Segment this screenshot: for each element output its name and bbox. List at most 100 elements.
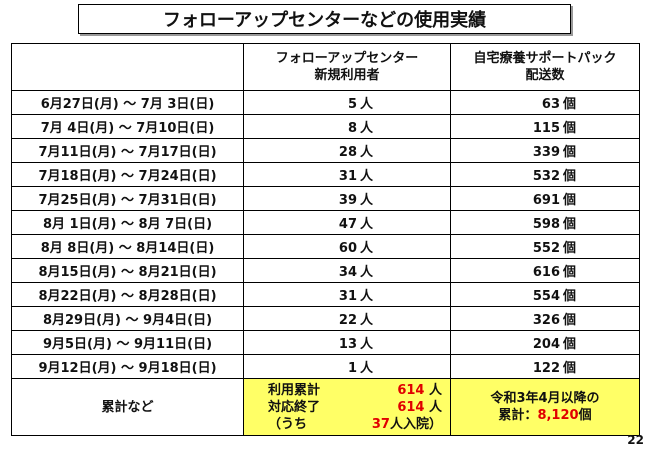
period-cell: 7月11日(月) ～ 7月17日(日): [11, 138, 244, 163]
total-packs-unit: 個: [578, 408, 592, 423]
users-value: 22: [338, 313, 357, 328]
period-cell: 9月12日(月) ～ 9月18日(日): [11, 354, 244, 379]
total-hospitalized-value: 37: [371, 416, 390, 432]
packs-value: 122: [532, 361, 560, 376]
period-cell: 8月15日(月) ～ 8月21日(日): [11, 258, 244, 283]
users-unit: 人: [360, 121, 374, 136]
packs-cell: 554 個: [450, 282, 640, 307]
total-ended-line: 対応終了 614 人: [246, 399, 448, 416]
packs-unit: 個: [563, 241, 577, 256]
packs-unit: 個: [563, 169, 577, 184]
total-packs-line1: 令和3年4月以降の: [490, 391, 600, 406]
total-packs-prefix: 累計：: [498, 408, 538, 423]
page-number: 22: [627, 433, 644, 447]
total-ended-label: 対応終了: [268, 399, 321, 415]
users-unit: 人: [360, 265, 374, 280]
packs-unit: 個: [563, 193, 577, 208]
header-period-cell: [11, 43, 244, 91]
users-value: 31: [338, 289, 357, 304]
page-title: フォローアップセンターなどの使用実績: [78, 4, 571, 34]
period-cell: 9月5日(月) ～ 9月11日(日): [11, 330, 244, 355]
total-hospitalized-unit: 人入院）: [389, 416, 442, 432]
period-cell: 6月27日(月) ～ 7月 3日(日): [11, 90, 244, 115]
users-unit: 人: [360, 337, 374, 352]
users-cell: 39 人: [243, 186, 451, 211]
packs-value: 552: [532, 241, 560, 256]
users-unit: 人: [360, 169, 374, 184]
packs-cell: 532 個: [450, 162, 640, 187]
header-packs-line2: 配送数: [525, 68, 565, 83]
users-cell: 31 人: [243, 162, 451, 187]
packs-value: 115: [532, 121, 560, 136]
packs-cell: 616 個: [450, 258, 640, 283]
users-cell: 22 人: [243, 306, 451, 331]
packs-value: 598: [532, 217, 560, 232]
packs-cell: 339 個: [450, 138, 640, 163]
period-cell: 7月 4日(月) ～ 7月10日(日): [11, 114, 244, 139]
packs-cell: 122 個: [450, 354, 640, 379]
packs-unit: 個: [563, 217, 577, 232]
period-cell: 8月 8日(月) ～ 8月14日(日): [11, 234, 244, 259]
table-total-row: 累計など 利用累計 614 人 対応終了 614 人 （うち 37人入院） 令和…: [11, 378, 640, 436]
packs-cell: 326 個: [450, 306, 640, 331]
total-cumulative-unit: 人: [428, 382, 442, 398]
packs-cell: 115 個: [450, 114, 640, 139]
packs-cell: 691 個: [450, 186, 640, 211]
total-cumulative-value: 614: [397, 382, 425, 398]
total-cumulative-line: 利用累計 614 人: [246, 382, 448, 399]
packs-cell: 552 個: [450, 234, 640, 259]
total-hospitalized-label: （うち: [268, 416, 308, 432]
total-packs-cell: 令和3年4月以降の 累計：8,120個: [450, 378, 640, 436]
packs-cell: 598 個: [450, 210, 640, 235]
users-value: 13: [338, 337, 357, 352]
users-value: 8: [347, 121, 357, 136]
total-label-cell: 累計など: [11, 378, 244, 436]
packs-value: 554: [532, 289, 560, 304]
table-row: 9月5日(月) ～ 9月11日(日) 13 人 204 個: [11, 330, 640, 355]
header-packs-line1: 自宅療養サポートパック: [473, 51, 617, 66]
header-users-line2: 新規利用者: [314, 68, 380, 83]
packs-value: 63: [541, 97, 560, 112]
packs-value: 204: [532, 337, 560, 352]
header-packs-cell: 自宅療養サポートパック 配送数: [450, 43, 640, 91]
table-row: 8月 1日(月) ～ 8月 7日(日) 47 人 598 個: [11, 210, 640, 235]
total-packs-line2: 累計：8,120個: [453, 407, 637, 424]
packs-value: 532: [532, 169, 560, 184]
total-packs-value: 8,120: [537, 408, 579, 423]
usage-table: フォローアップセンター 新規利用者 自宅療養サポートパック 配送数 6月27日(…: [11, 43, 640, 436]
period-cell: 8月 1日(月) ～ 8月 7日(日): [11, 210, 244, 235]
packs-cell: 204 個: [450, 330, 640, 355]
table-row: 8月 8日(月) ～ 8月14日(日) 60 人 552 個: [11, 234, 640, 259]
table-row: 8月15日(月) ～ 8月21日(日) 34 人 616 個: [11, 258, 640, 283]
users-unit: 人: [360, 97, 374, 112]
packs-unit: 個: [563, 337, 577, 352]
users-cell: 47 人: [243, 210, 451, 235]
total-ended-value: 614: [397, 399, 425, 415]
users-unit: 人: [360, 289, 374, 304]
packs-unit: 個: [563, 121, 577, 136]
users-value: 60: [338, 241, 357, 256]
packs-unit: 個: [563, 313, 577, 328]
users-cell: 28 人: [243, 138, 451, 163]
table-row: 8月29日(月) ～ 9月4日(日) 22 人 326 個: [11, 306, 640, 331]
table-row: 7月 4日(月) ～ 7月10日(日) 8 人 115 個: [11, 114, 640, 139]
packs-value: 616: [532, 265, 560, 280]
users-unit: 人: [360, 313, 374, 328]
users-value: 39: [338, 193, 357, 208]
packs-unit: 個: [563, 145, 577, 160]
table-row: 7月18日(月) ～ 7月24日(日) 31 人 532 個: [11, 162, 640, 187]
total-hospitalized-line: （うち 37人入院）: [246, 416, 448, 433]
total-cumulative-label: 利用累計: [268, 382, 321, 398]
header-users-cell: フォローアップセンター 新規利用者: [243, 43, 451, 91]
header-users-line1: フォローアップセンター: [275, 51, 419, 66]
packs-value: 326: [532, 313, 560, 328]
packs-unit: 個: [563, 289, 577, 304]
packs-unit: 個: [563, 265, 577, 280]
users-value: 47: [338, 217, 357, 232]
period-cell: 8月29日(月) ～ 9月4日(日): [11, 306, 244, 331]
users-value: 34: [338, 265, 357, 280]
table-row: 7月11日(月) ～ 7月17日(日) 28 人 339 個: [11, 138, 640, 163]
users-value: 31: [338, 169, 357, 184]
